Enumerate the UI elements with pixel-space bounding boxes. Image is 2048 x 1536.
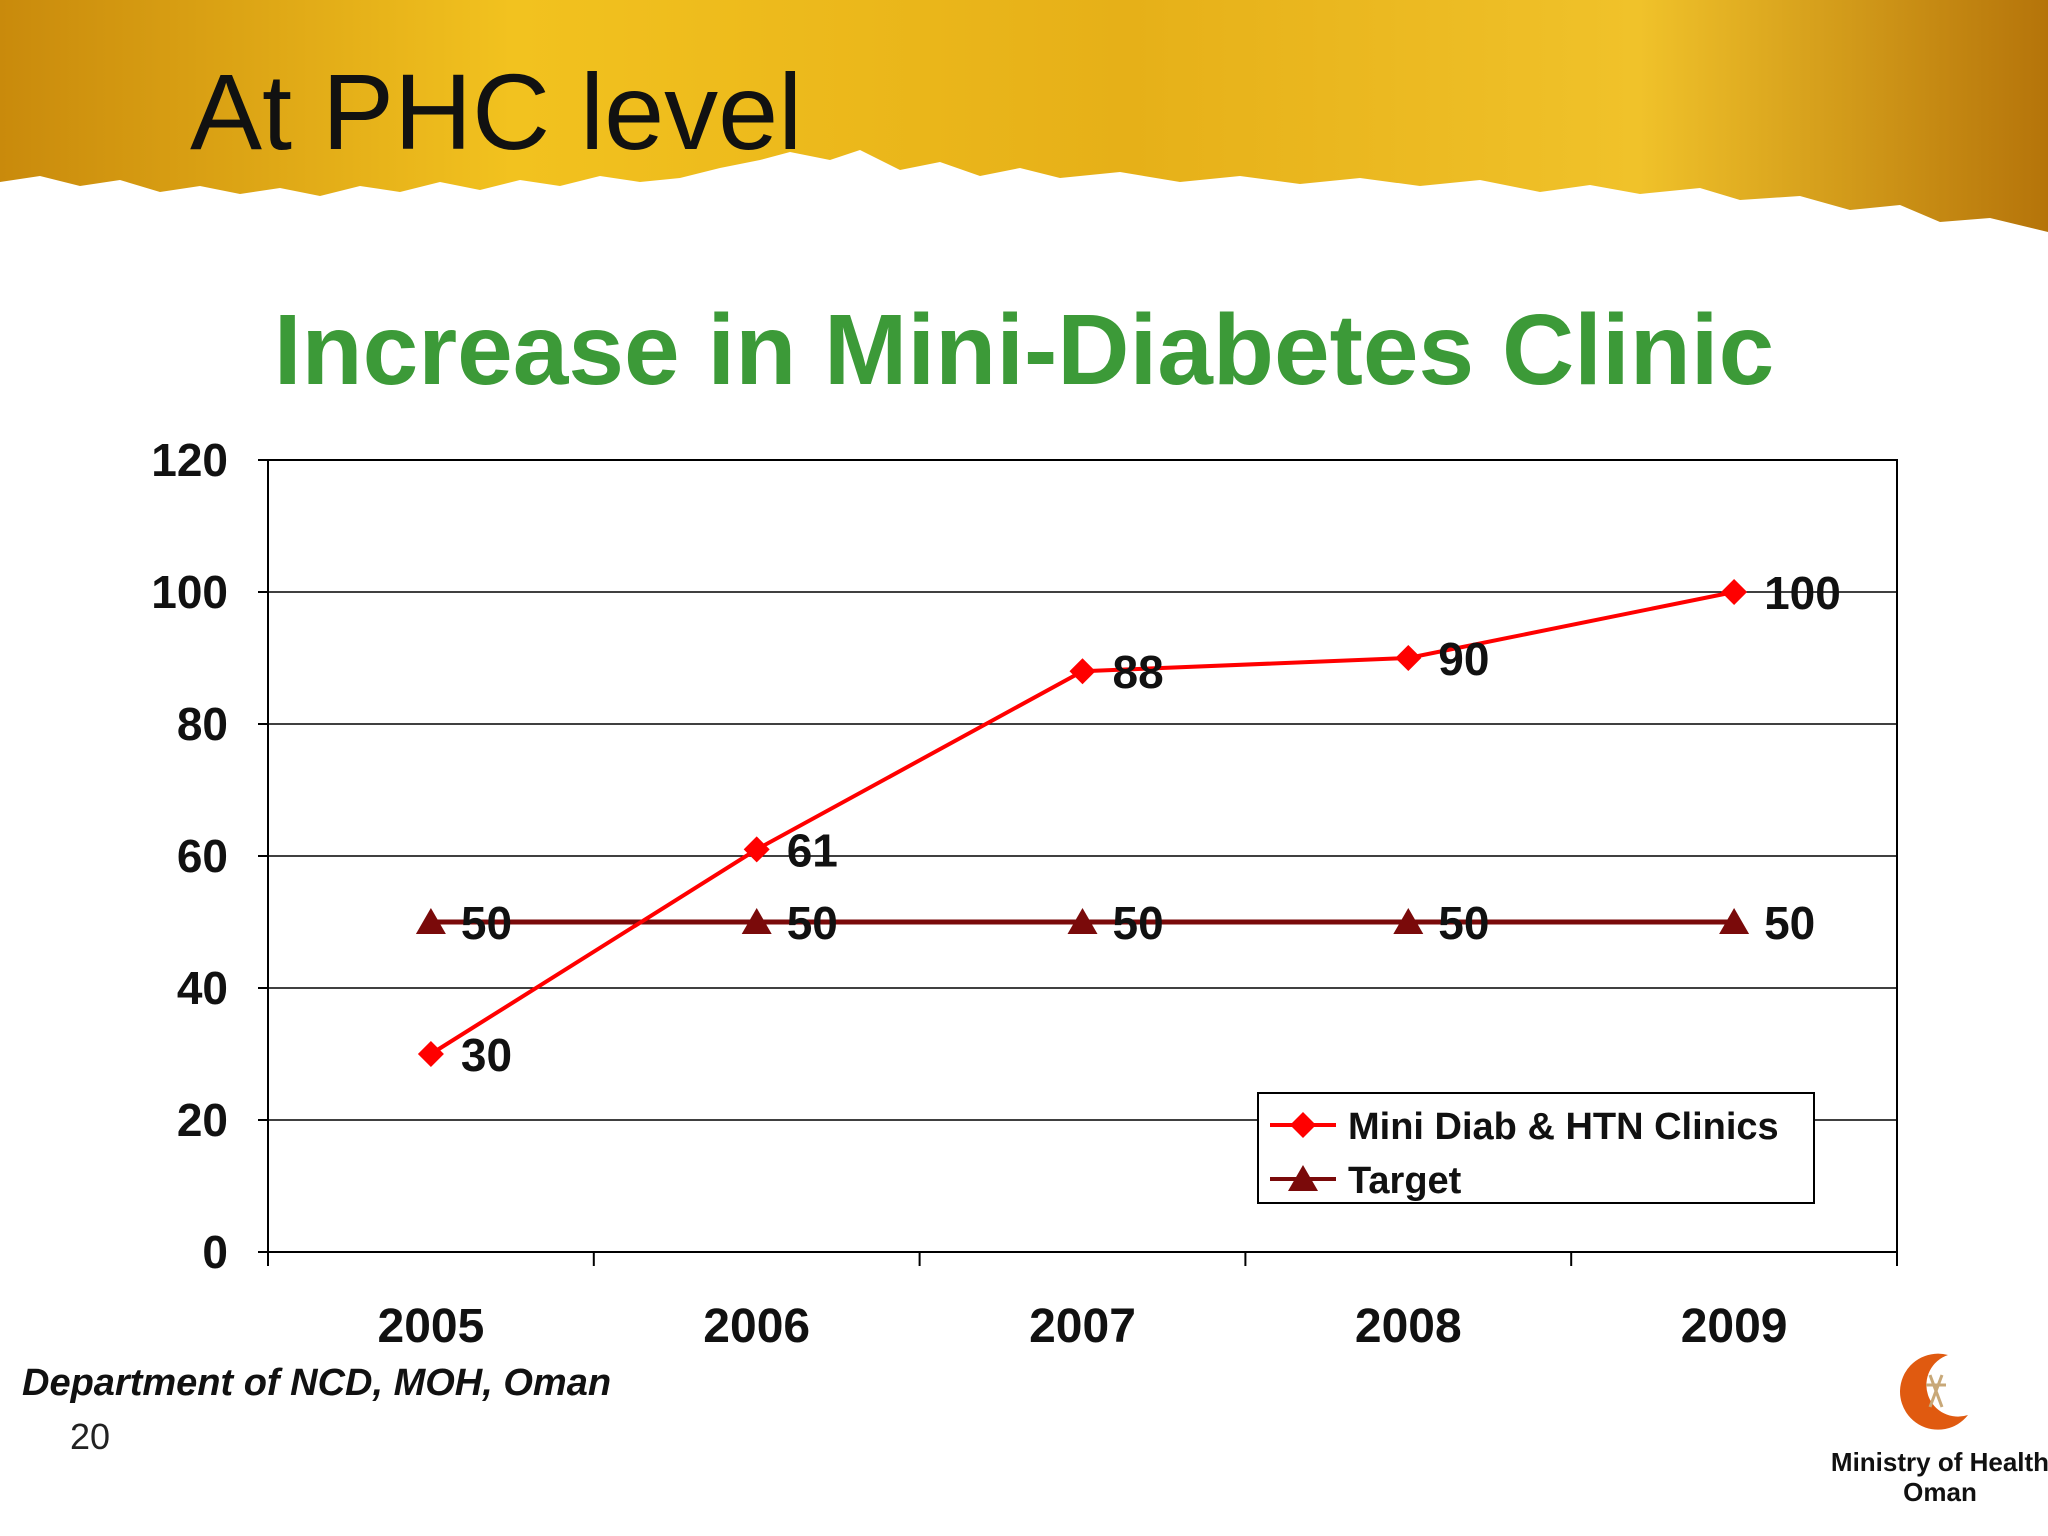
legend: [1257, 1092, 1815, 1204]
y-tick-label: 100: [151, 566, 228, 618]
slide-title: At PHC level: [190, 51, 803, 172]
x-tick-label: 2007: [1029, 1300, 1136, 1353]
data-point: [741, 908, 772, 934]
data-point: [1069, 658, 1096, 685]
data-label: 50: [787, 897, 838, 949]
header-banner: [0, 0, 2048, 232]
y-tick-label: 20: [177, 1094, 228, 1146]
y-tick-label: 0: [202, 1226, 228, 1278]
legend-label: Mini Diab & HTN Clinics: [1348, 1106, 1779, 1148]
data-label: 100: [1764, 567, 1841, 619]
ministry-name-line2: Oman: [1903, 1476, 1977, 1507]
legend-marker: [1288, 1165, 1318, 1191]
x-tick-label: 2005: [378, 1300, 485, 1353]
data-label: 61: [787, 824, 838, 876]
chart-title: Increase in Mini-Diabetes Clinic: [273, 294, 1775, 406]
data-point: [743, 836, 770, 863]
data-point: [1721, 579, 1748, 605]
ministry-name: Ministry of Health Oman: [1820, 1447, 2048, 1508]
page-number: 20: [70, 1416, 111, 1457]
data-label: 50: [1764, 897, 1815, 949]
data-point: [417, 1041, 444, 1067]
data-point: [415, 908, 446, 934]
data-label: 30: [461, 1029, 512, 1081]
data-label: 50: [1113, 897, 1164, 949]
y-tick-label: 40: [177, 962, 228, 1014]
y-tick-label: 60: [177, 830, 228, 882]
legend-marker: [1290, 1112, 1316, 1138]
data-point: [1395, 645, 1422, 671]
ministry-name-line1: Ministry of Health: [1830, 1447, 2048, 1477]
x-tick-label: 2006: [703, 1300, 810, 1353]
data-point: [1719, 908, 1750, 934]
data-point: [1393, 908, 1424, 934]
data-label: 50: [1438, 897, 1489, 949]
x-tick-label: 2008: [1355, 1300, 1462, 1353]
legend-label: Target: [1348, 1160, 1462, 1202]
x-tick-label: 2009: [1681, 1300, 1788, 1353]
data-label: 50: [461, 897, 512, 949]
source-note: Department of NCD, MOH, Oman: [22, 1362, 612, 1404]
y-tick-label: 120: [151, 434, 228, 486]
data-point: [1067, 908, 1098, 934]
ministry-logo-icon: [1900, 1353, 1968, 1430]
data-label: 88: [1113, 646, 1164, 698]
y-tick-label: 80: [177, 698, 228, 750]
data-label: 90: [1438, 633, 1489, 685]
